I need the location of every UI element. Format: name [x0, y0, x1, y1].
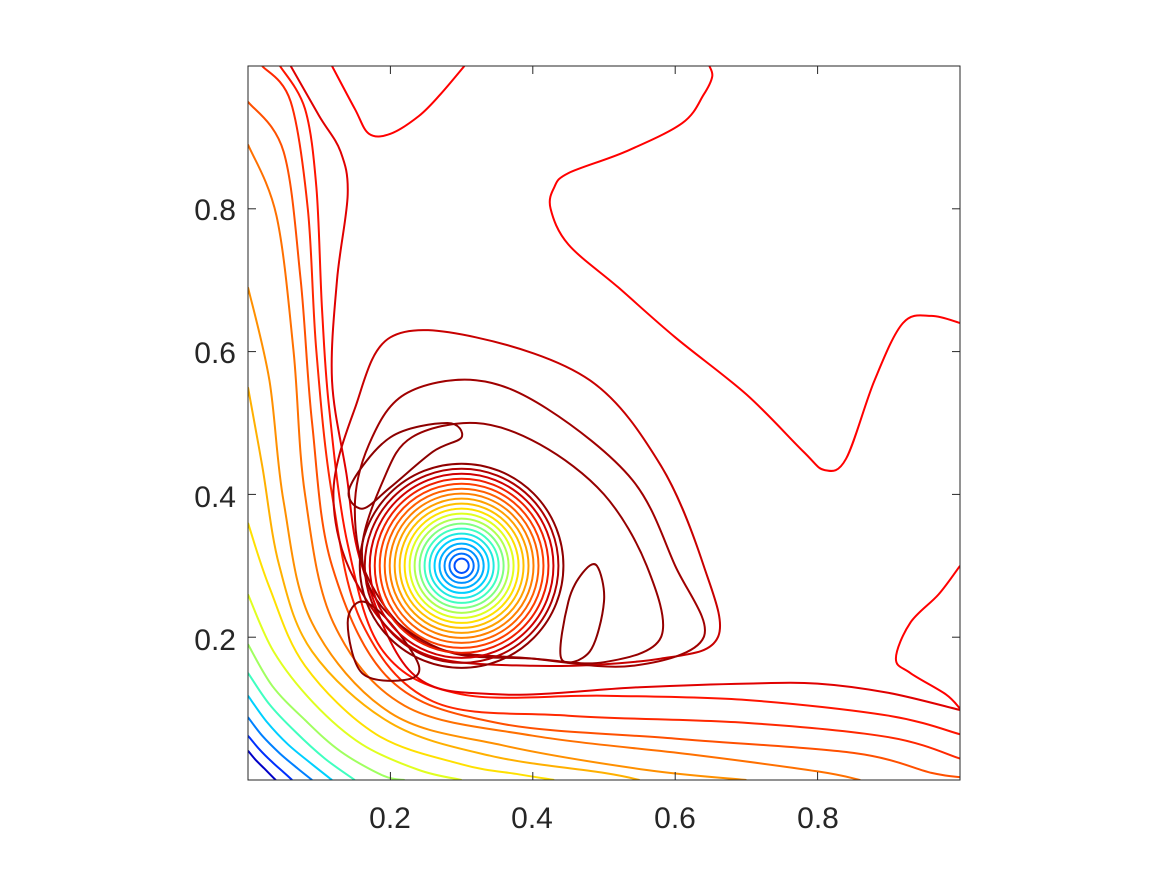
plot-area: 0.2 0.4 0.6 0.8 0.2 0.4 0.6 0.8 [194, 65, 961, 835]
axis-ticks [248, 66, 960, 780]
contour-line-9 [248, 387, 640, 780]
contour-line-13 [261, 66, 960, 760]
x-tick-label-0.6: 0.6 [654, 802, 696, 835]
center-contour-ring-16 [378, 482, 545, 649]
center-contour-ring-20 [358, 462, 565, 669]
center-contour-ring-6 [428, 532, 495, 599]
center-contour-ring-8 [418, 522, 505, 609]
contour-line-22 [347, 422, 464, 510]
contour-line-14 [279, 66, 960, 736]
center-contour-ring-3 [443, 547, 480, 584]
y-tick-labels: 0.2 0.4 0.6 0.8 [194, 194, 236, 657]
contour-line-21 [360, 421, 665, 665]
center-contour-ring-15 [383, 487, 540, 644]
center-contour-ring-18 [368, 472, 555, 659]
contour-line-2 [248, 735, 293, 780]
center-contour-ring-13 [393, 497, 530, 634]
x-tick-labels: 0.2 0.4 0.6 0.8 [369, 802, 839, 835]
contour-line-1 [248, 750, 277, 780]
y-tick-label-0.2: 0.2 [194, 624, 236, 657]
center-contour-ring-1 [453, 557, 470, 574]
contour-lines [248, 66, 960, 780]
x-tick-label-0.8: 0.8 [797, 802, 839, 835]
contour-line-7 [248, 593, 462, 780]
center-contour-ring-5 [433, 537, 490, 594]
y-tick-label-0.8: 0.8 [194, 194, 236, 227]
y-tick-label-0.4: 0.4 [194, 481, 236, 514]
contour-line-23 [346, 600, 421, 682]
center-contour-ring-14 [388, 492, 535, 639]
center-contour-ring-7 [423, 527, 500, 604]
x-tick-label-0.4: 0.4 [511, 802, 553, 835]
center-contour-ring-4 [438, 542, 485, 589]
center-contour-ring-11 [403, 507, 520, 624]
contour-line-6 [248, 643, 405, 780]
contour-line-10 [248, 287, 747, 780]
contour-line-19 [332, 329, 722, 668]
center-contour-ring-2 [448, 552, 475, 579]
contour-line-24 [559, 563, 606, 664]
center-contour-ring-9 [413, 517, 510, 614]
contour-line-4 [248, 695, 333, 780]
y-tick-label-0.6: 0.6 [194, 337, 236, 370]
center-contour-ring-17 [373, 477, 550, 654]
contour-line-18 [894, 565, 960, 710]
contour-line-3 [248, 716, 313, 780]
contour-line-11 [248, 144, 861, 780]
axes-box [247, 65, 961, 781]
contour-line-17 [548, 66, 960, 472]
x-tick-label-0.2: 0.2 [369, 802, 411, 835]
contour-line-16 [331, 66, 466, 138]
center-contour-ring-10 [408, 512, 515, 619]
center-contour-ring-19 [363, 467, 560, 664]
contour-line-8 [248, 522, 555, 780]
center-contour-ring-12 [398, 502, 525, 629]
contour-line-5 [248, 672, 356, 780]
